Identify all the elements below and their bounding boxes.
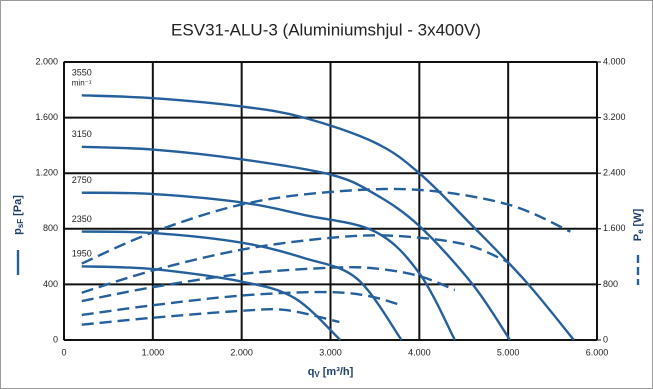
- x-axis-label-unit: [m³/h]: [323, 366, 354, 378]
- x-axis-label: qV [m³/h]: [308, 366, 354, 379]
- y-tick-label: 400: [43, 279, 58, 289]
- speed-label: 1950: [72, 249, 92, 259]
- y2-axis-label-unit: [W]: [632, 208, 644, 226]
- y-tick-label: 0: [53, 334, 58, 344]
- x-tick-label: 3.000: [319, 347, 342, 357]
- y-tick-label: 800: [43, 223, 58, 233]
- y2-tick-label: 0: [603, 334, 608, 344]
- pressure-curve: [81, 191, 456, 341]
- y-tick-label: 2.000: [35, 56, 58, 66]
- pressure-curve: [81, 94, 575, 341]
- y2-axis-label-symbol: P: [632, 234, 644, 241]
- y-axis-label-subscript: sF: [16, 219, 25, 228]
- power-curve: [81, 187, 571, 265]
- y-tick-label: 1.600: [35, 112, 58, 122]
- pressure-curve: [81, 230, 403, 341]
- x-tick-label: 1.000: [142, 347, 165, 357]
- power-curve: [81, 265, 456, 303]
- y2-tick-label: 3.200: [603, 112, 626, 122]
- power-curve: [81, 307, 340, 326]
- y-axis-label-unit: [Pa]: [12, 195, 24, 216]
- power-curve: [81, 290, 402, 317]
- y2-axis-label: Pe [W]: [632, 208, 645, 241]
- speed-label: 2750: [72, 175, 92, 185]
- x-axis-label-subscript: V: [314, 370, 320, 379]
- x-tick-label: 5.000: [497, 347, 520, 357]
- x-tick-label: 4.000: [408, 347, 431, 357]
- y2-tick-label: 2.400: [603, 168, 626, 178]
- y2-tick-label: 1.600: [603, 223, 626, 233]
- pressure-curve: [81, 265, 342, 341]
- x-tick-label: 0: [61, 347, 66, 357]
- speed-label: 3550: [72, 68, 92, 78]
- y2-tick-label: 800: [603, 279, 618, 289]
- speed-label: 2350: [72, 214, 92, 224]
- y-tick-label: 1.200: [35, 168, 58, 178]
- speed-label: 3150: [72, 129, 92, 139]
- speed-label: min⁻¹: [72, 78, 92, 87]
- x-tick-label: 2.000: [230, 347, 253, 357]
- y2-tick-label: 4.000: [603, 56, 626, 66]
- y-axis-label: psF [Pa]: [12, 195, 25, 235]
- chart-title: ESV31-ALU-3 (Aluminiumshjul - 3x400V): [171, 20, 481, 39]
- x-tick-label: 6.000: [586, 347, 609, 357]
- y2-axis-label-subscript: e: [636, 229, 645, 234]
- power-curve: [81, 234, 509, 294]
- y-axis-label-symbol: p: [12, 228, 24, 235]
- x-axis-label-symbol: q: [308, 366, 315, 378]
- pressure-curve: [81, 145, 511, 341]
